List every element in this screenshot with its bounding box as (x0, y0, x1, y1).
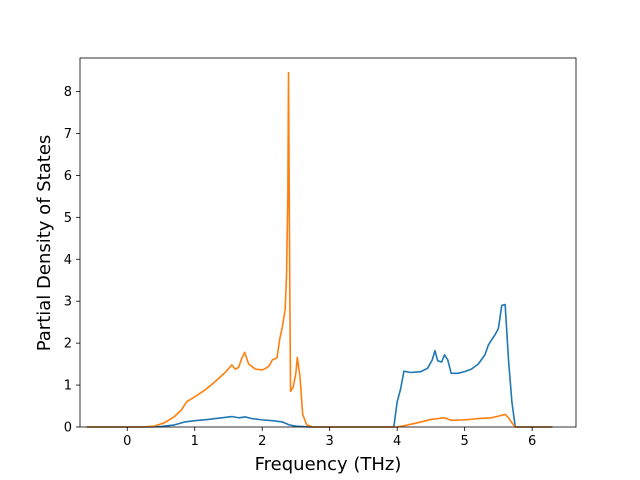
y-tick-label-4: 4 (64, 253, 72, 268)
x-tick-label-1: 1 (191, 434, 199, 449)
plot-area: 0 1 2 3 4 5 6 0 1 2 3 4 5 6 7 8 (64, 57, 577, 449)
y-tick-label-8: 8 (64, 85, 72, 100)
y-tick-label-0: 0 (64, 421, 72, 436)
x-tick-label-3: 3 (326, 434, 334, 449)
x-tick-label-0: 0 (123, 434, 131, 449)
y-axis-title: Partial Density of States (34, 135, 55, 352)
x-tick-label-2: 2 (258, 434, 266, 449)
x-tick-label-6: 6 (528, 434, 536, 449)
y-tick-label-3: 3 (64, 295, 72, 310)
y-tick-label-7: 7 (64, 127, 72, 142)
series-line-0 (86, 303, 553, 428)
y-tick-label-5: 5 (64, 211, 72, 226)
y-tick-label-1: 1 (64, 379, 72, 394)
x-tick-label-4: 4 (393, 434, 401, 449)
y-axis-title-group: Partial Density of States (34, 135, 55, 352)
x-tick-label-5: 5 (461, 434, 469, 449)
y-tick-label-6: 6 (64, 169, 72, 184)
y-tick-label-2: 2 (64, 337, 72, 352)
x-axis-title: Frequency (THz) (255, 454, 402, 475)
plot-frame (79, 57, 577, 428)
series-line-1 (86, 71, 553, 428)
